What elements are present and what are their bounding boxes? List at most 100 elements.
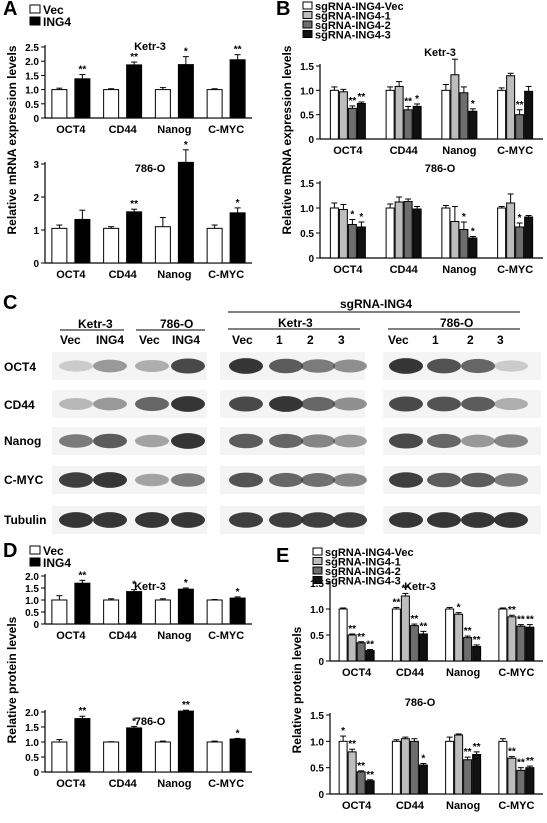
x-tick-label: OCT4	[342, 667, 372, 679]
significance-label: **	[410, 614, 418, 625]
x-tick-label: C-MYC	[208, 269, 244, 281]
y-tick-label: 0.5	[25, 100, 39, 111]
bar	[206, 89, 223, 119]
y-tick-label: 0.5	[300, 229, 314, 240]
bar	[506, 202, 516, 259]
y-tick-label: 3	[33, 160, 39, 171]
bar	[445, 608, 455, 662]
x-tick-label: OCT4	[333, 145, 363, 157]
x-tick-label: OCT4	[56, 630, 86, 642]
significance-label: *	[421, 753, 425, 764]
blot-band	[171, 358, 205, 374]
blot-band	[389, 396, 423, 412]
bar	[338, 608, 348, 662]
bar	[356, 102, 366, 140]
significance-label: **	[464, 747, 472, 758]
y-tick-label: 0.5	[25, 608, 39, 619]
significance-label: **	[508, 747, 516, 758]
bar	[229, 597, 246, 625]
x-tick-label: Nanog	[442, 145, 476, 157]
blot-band	[229, 433, 263, 449]
blot-band	[333, 434, 367, 448]
y-tick-label: 0	[33, 114, 39, 125]
blot-band	[333, 473, 367, 487]
blot-band	[135, 512, 169, 528]
significance-label: *	[184, 140, 188, 151]
bar	[498, 740, 508, 795]
blot-band	[427, 433, 461, 449]
legend-swatch	[312, 576, 323, 584]
lane-label: Vec	[139, 333, 160, 347]
bar	[394, 85, 404, 140]
blot-band	[135, 396, 169, 412]
bar	[154, 741, 171, 773]
blot-band	[229, 472, 263, 488]
blot-band	[135, 359, 169, 373]
significance-label: **	[517, 615, 525, 626]
blot-band	[93, 359, 127, 373]
legend-swatch	[312, 557, 323, 565]
bar	[400, 738, 410, 795]
x-tick-label: C-MYC	[208, 778, 244, 790]
significance-label: **	[348, 96, 356, 107]
y-tick-label: 0	[308, 135, 314, 146]
significance-label: **	[357, 92, 365, 103]
x-tick-label: Nanog	[157, 630, 191, 642]
lane-label: 1	[276, 333, 283, 347]
panel-label-e: E	[276, 545, 290, 567]
blot-band	[461, 472, 495, 488]
bar	[356, 226, 366, 259]
x-tick-label: CD44	[390, 145, 419, 157]
blot-band	[333, 512, 367, 528]
chart-subtitle: 786-O	[135, 716, 166, 728]
bar	[74, 78, 91, 119]
x-tick-label: OCT4	[56, 124, 86, 136]
bar	[126, 727, 143, 773]
legend-label: Vec	[43, 3, 64, 17]
y-tick-label: 0	[33, 259, 39, 270]
group-label-786o-sg: 786-O	[440, 316, 474, 330]
group-label-ketr3-sg: Ketr-3	[278, 316, 313, 330]
bar	[507, 616, 517, 662]
lane-label: 1	[432, 333, 439, 347]
y-tick-label: 0	[318, 790, 324, 801]
bar	[347, 107, 357, 140]
x-tick-label: C-MYC	[497, 145, 533, 157]
legend-label: sgRNA-ING4-3	[315, 30, 391, 42]
blot-band	[427, 472, 461, 488]
blot-band	[333, 397, 367, 411]
significance-label: **	[526, 756, 534, 767]
blot-band	[93, 433, 127, 449]
significance-label: *	[341, 726, 345, 737]
bar	[412, 208, 422, 259]
bar	[472, 754, 482, 795]
blot-band	[59, 398, 93, 410]
y-tick-label: 0	[318, 657, 324, 668]
bar	[468, 237, 478, 259]
bar	[391, 740, 401, 795]
legend-label: sgRNA-ING4-Vec	[325, 547, 414, 559]
y-tick-label: 1.5	[25, 71, 39, 82]
y-tick-label: 1.0	[310, 605, 324, 616]
bar	[515, 114, 525, 140]
lane-label: 3	[497, 333, 504, 347]
blot-row-label: CD44	[4, 398, 35, 412]
bar	[400, 595, 410, 662]
bar	[103, 599, 120, 625]
blot-band	[461, 358, 495, 374]
significance-label: **	[516, 100, 524, 111]
blot-band	[461, 396, 495, 412]
legend-label: sgRNA-ING4-1	[315, 11, 391, 23]
significance-label: *	[184, 47, 188, 58]
blot-band	[229, 396, 263, 412]
x-tick-label: OCT4	[56, 269, 86, 281]
blot-band	[461, 434, 495, 448]
bar	[441, 89, 451, 140]
blot-band	[389, 358, 423, 374]
blot-band	[461, 512, 495, 528]
bar	[403, 109, 413, 140]
x-tick-label: CD44	[109, 778, 138, 790]
blot-band	[229, 512, 263, 528]
bar	[525, 767, 535, 795]
